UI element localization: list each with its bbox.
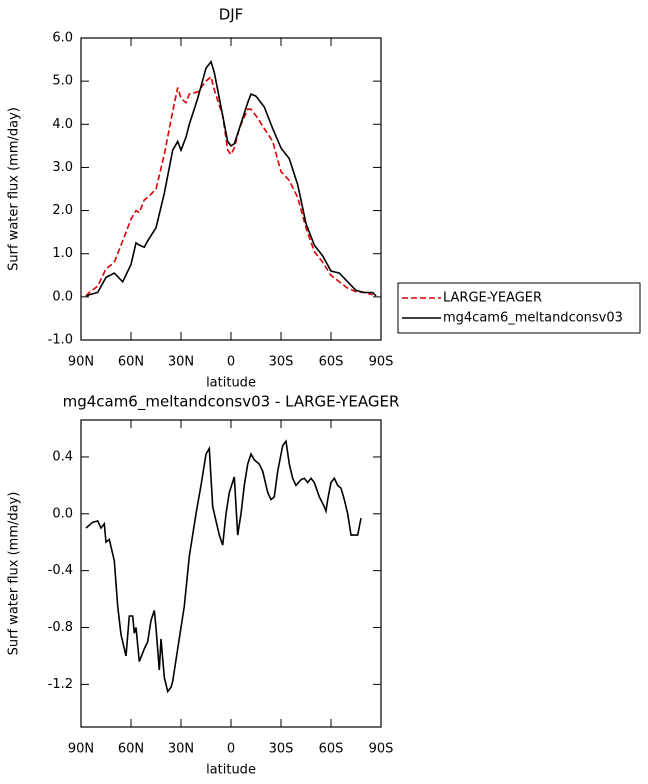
x-tick-label: 60N bbox=[118, 742, 144, 757]
y-tick-label: 5.0 bbox=[52, 74, 73, 89]
plot-frame bbox=[80, 419, 382, 728]
legend-box bbox=[397, 282, 641, 334]
y-tick-label: 3.0 bbox=[52, 160, 73, 175]
x-tick-label: 30N bbox=[168, 355, 194, 370]
x-axis-label: latitude bbox=[206, 763, 256, 778]
y-tick-label: 1.0 bbox=[52, 246, 73, 261]
y-tick-label: -0.4 bbox=[48, 563, 73, 578]
data-line bbox=[85, 439, 362, 694]
x-tick-label: 30S bbox=[269, 742, 294, 757]
legend-label: LARGE-YEAGER bbox=[443, 291, 542, 306]
x-tick-label: 0 bbox=[227, 355, 235, 370]
x-tick-label: 60N bbox=[118, 355, 144, 370]
chart-title: mg4cam6_meltandconsv03 - LARGE-YEAGER bbox=[63, 393, 400, 412]
y-tick-label: 0.0 bbox=[52, 506, 73, 521]
x-tick-label: 30N bbox=[168, 742, 194, 757]
x-tick-label: 90N bbox=[68, 742, 94, 757]
x-tick-label: 90S bbox=[369, 742, 394, 757]
data-line bbox=[85, 59, 377, 297]
y-tick-label: 4.0 bbox=[52, 117, 73, 132]
plot-frame bbox=[80, 37, 382, 341]
y-tick-label: 6.0 bbox=[52, 31, 73, 46]
x-tick-label: 60S bbox=[319, 355, 344, 370]
x-tick-label: 90N bbox=[68, 355, 94, 370]
y-tick-label: 0.4 bbox=[52, 449, 73, 464]
y-tick-label: -1.0 bbox=[48, 333, 73, 348]
y-axis-label: Surf water flux (mm/day) bbox=[7, 107, 22, 271]
y-tick-label: -0.8 bbox=[48, 620, 73, 635]
x-axis-label: latitude bbox=[206, 376, 256, 391]
y-tick-label: -1.2 bbox=[48, 677, 73, 692]
x-tick-label: 30S bbox=[269, 355, 294, 370]
chart-title: DJF bbox=[219, 6, 244, 24]
x-tick-label: 90S bbox=[369, 355, 394, 370]
legend-label: mg4cam6_meltandconsv03 bbox=[443, 311, 623, 326]
x-tick-label: 60S bbox=[319, 742, 344, 757]
y-tick-label: 2.0 bbox=[52, 203, 73, 218]
y-axis-label: Surf water flux (mm/day) bbox=[7, 492, 22, 656]
x-tick-label: 0 bbox=[227, 742, 235, 757]
y-tick-label: 0.0 bbox=[52, 289, 73, 304]
data-line bbox=[85, 75, 373, 297]
